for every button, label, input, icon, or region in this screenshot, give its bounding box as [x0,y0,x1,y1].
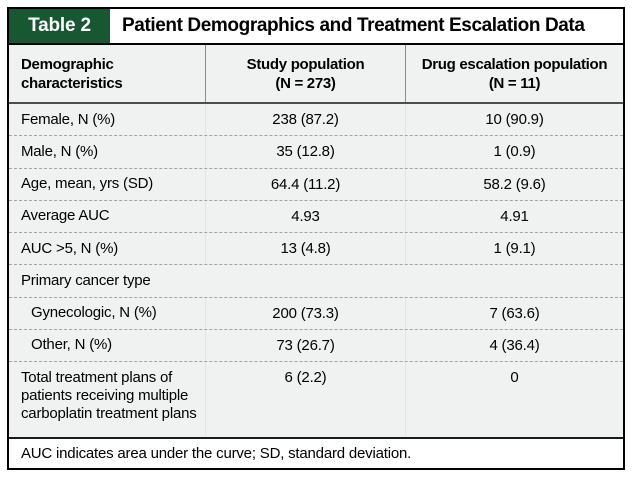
study-value: 6 (2.2) [205,362,405,437]
escalation-value: 1 (9.1) [405,233,623,265]
header-line: (N = 11) [488,74,541,92]
table-row-female: Female, N (%) 238 (87.2) 10 (90.9) [9,104,623,136]
header-line: Drug escalation population [421,55,608,73]
header-line: characteristics [21,74,123,92]
table-row-male: Male, N (%) 35 (12.8) 1 (0.9) [9,135,623,168]
table-row-auc-gt5: AUC >5, N (%) 13 (4.8) 1 (9.1) [9,232,623,265]
table-body: Female, N (%) 238 (87.2) 10 (90.9) Male,… [9,104,623,437]
header-line: (N = 273) [275,74,336,92]
table-2-panel: Table 2 Patient Demographics and Treatme… [7,7,625,470]
row-label: Total treatment plans of patients receiv… [21,369,197,422]
table-row-other: Other, N (%) 73 (26.7) 4 (36.4) [9,328,623,361]
header-line: Study population [246,55,365,73]
table-row-primary-cancer-type: Primary cancer type [9,264,623,296]
study-value: 73 (26.7) [205,329,405,361]
study-value: 64.4 (11.2) [205,168,405,200]
escalation-value: 10 (90.9) [405,104,623,136]
column-header-row: Demographic characteristics Study popula… [9,45,623,104]
study-value: 200 (73.3) [205,297,405,329]
table-row-gynecologic: Gynecologic, N (%) 200 (73.3) 7 (63.6) [9,296,623,329]
table-row-average-auc: Average AUC 4.93 4.91 [9,199,623,232]
table-title: Patient Demographics and Treatment Escal… [122,15,585,36]
escalation-value: 0 [405,362,623,437]
study-value: 238 (87.2) [205,104,405,136]
escalation-value: 4.91 [405,200,623,232]
study-value: 4.93 [205,200,405,232]
study-value: 13 (4.8) [205,233,405,265]
row-label: Male, N (%) [21,142,98,160]
row-label: Other, N (%) [31,336,112,354]
row-label: Average AUC [21,207,110,225]
category-row-label: Primary cancer type [21,271,151,289]
table-number-badge: Table 2 [9,9,110,43]
table-footnote: AUC indicates area under the curve; SD, … [9,437,623,468]
escalation-value: 1 (0.9) [405,136,623,168]
table-row-total-treatment-plans: Total treatment plans of patients receiv… [9,361,623,437]
row-label: Gynecologic, N (%) [31,304,157,322]
study-value: 35 (12.8) [205,136,405,168]
table-row-age: Age, mean, yrs (SD) 64.4 (11.2) 58.2 (9.… [9,167,623,200]
row-label: Age, mean, yrs (SD) [21,175,154,193]
column-header-demographics: Demographic characteristics [9,45,205,102]
escalation-value: 4 (36.4) [405,329,623,361]
escalation-value: 7 (63.6) [405,297,623,329]
row-label: AUC >5, N (%) [21,239,119,257]
row-label: Female, N (%) [21,110,116,128]
column-header-drug-escalation: Drug escalation population (N = 11) [405,45,623,102]
column-header-study-population: Study population (N = 273) [205,45,405,102]
escalation-value: 58.2 (9.6) [405,168,623,200]
header-line: Demographic [21,55,114,73]
table-title-bar: Table 2 Patient Demographics and Treatme… [9,9,623,45]
